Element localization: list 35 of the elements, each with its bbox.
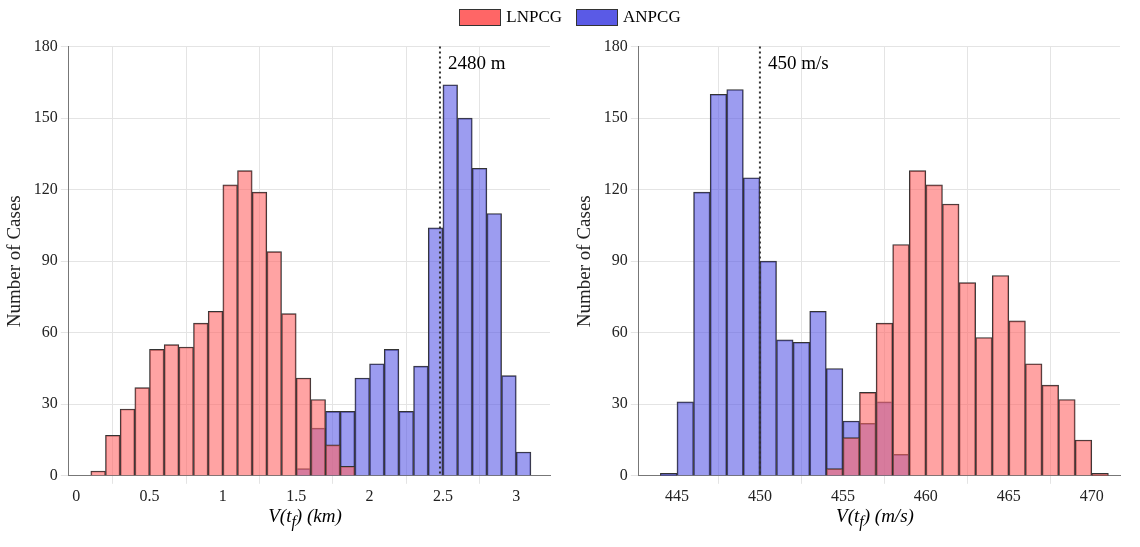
y-tick-label: 60 (611, 322, 628, 340)
x-axis-title: V(t$_{f}$) (km) (267, 505, 343, 531)
legend-label: LNPCG (506, 7, 563, 27)
x-tick-label: 465 (996, 486, 1021, 504)
x-tick-label: 3 (512, 486, 521, 504)
x-tick-label: 1 (218, 486, 227, 504)
x-tick-label: 450 (747, 486, 772, 504)
y-tick-label: 180 (33, 36, 58, 54)
x-tick-label: 2.5 (432, 486, 453, 504)
x-tick-label: 460 (913, 486, 938, 504)
y-tick-label: 30 (41, 394, 58, 412)
legend-label: ANPCG (623, 7, 681, 27)
y-tick-label: 150 (603, 108, 628, 126)
x-tick-label: 470 (1079, 486, 1104, 504)
y-tick-label: 0 (49, 466, 58, 483)
y-tick-label: 120 (33, 179, 58, 197)
x-tick-label: 0 (72, 486, 81, 504)
x-tick-label: 2 (365, 486, 374, 504)
ref-line-label: 2480 m (447, 52, 506, 74)
y-tick-label: 0 (619, 466, 628, 483)
x-axis-title: V(t$_{f}$) (m/s) (835, 505, 915, 531)
x-tick-label: 445 (664, 486, 689, 504)
y-tick-label: 180 (603, 36, 628, 54)
y-tick-label: 60 (41, 322, 58, 340)
x-tick-label: 1.5 (286, 486, 307, 504)
y-tick-label: 30 (611, 394, 628, 412)
y-axis-title: Number of Cases (573, 195, 595, 328)
y-tick-label: 90 (41, 251, 58, 269)
y-tick-label: 90 (611, 251, 628, 269)
y-tick-label: 120 (603, 179, 628, 197)
y-axis-title: Number of Cases (3, 195, 25, 328)
y-tick-label: 150 (33, 108, 58, 126)
x-tick-label: 0.5 (139, 486, 160, 504)
x-tick-label: 455 (830, 486, 855, 504)
ref-line-label: 450 m/s (767, 52, 829, 74)
